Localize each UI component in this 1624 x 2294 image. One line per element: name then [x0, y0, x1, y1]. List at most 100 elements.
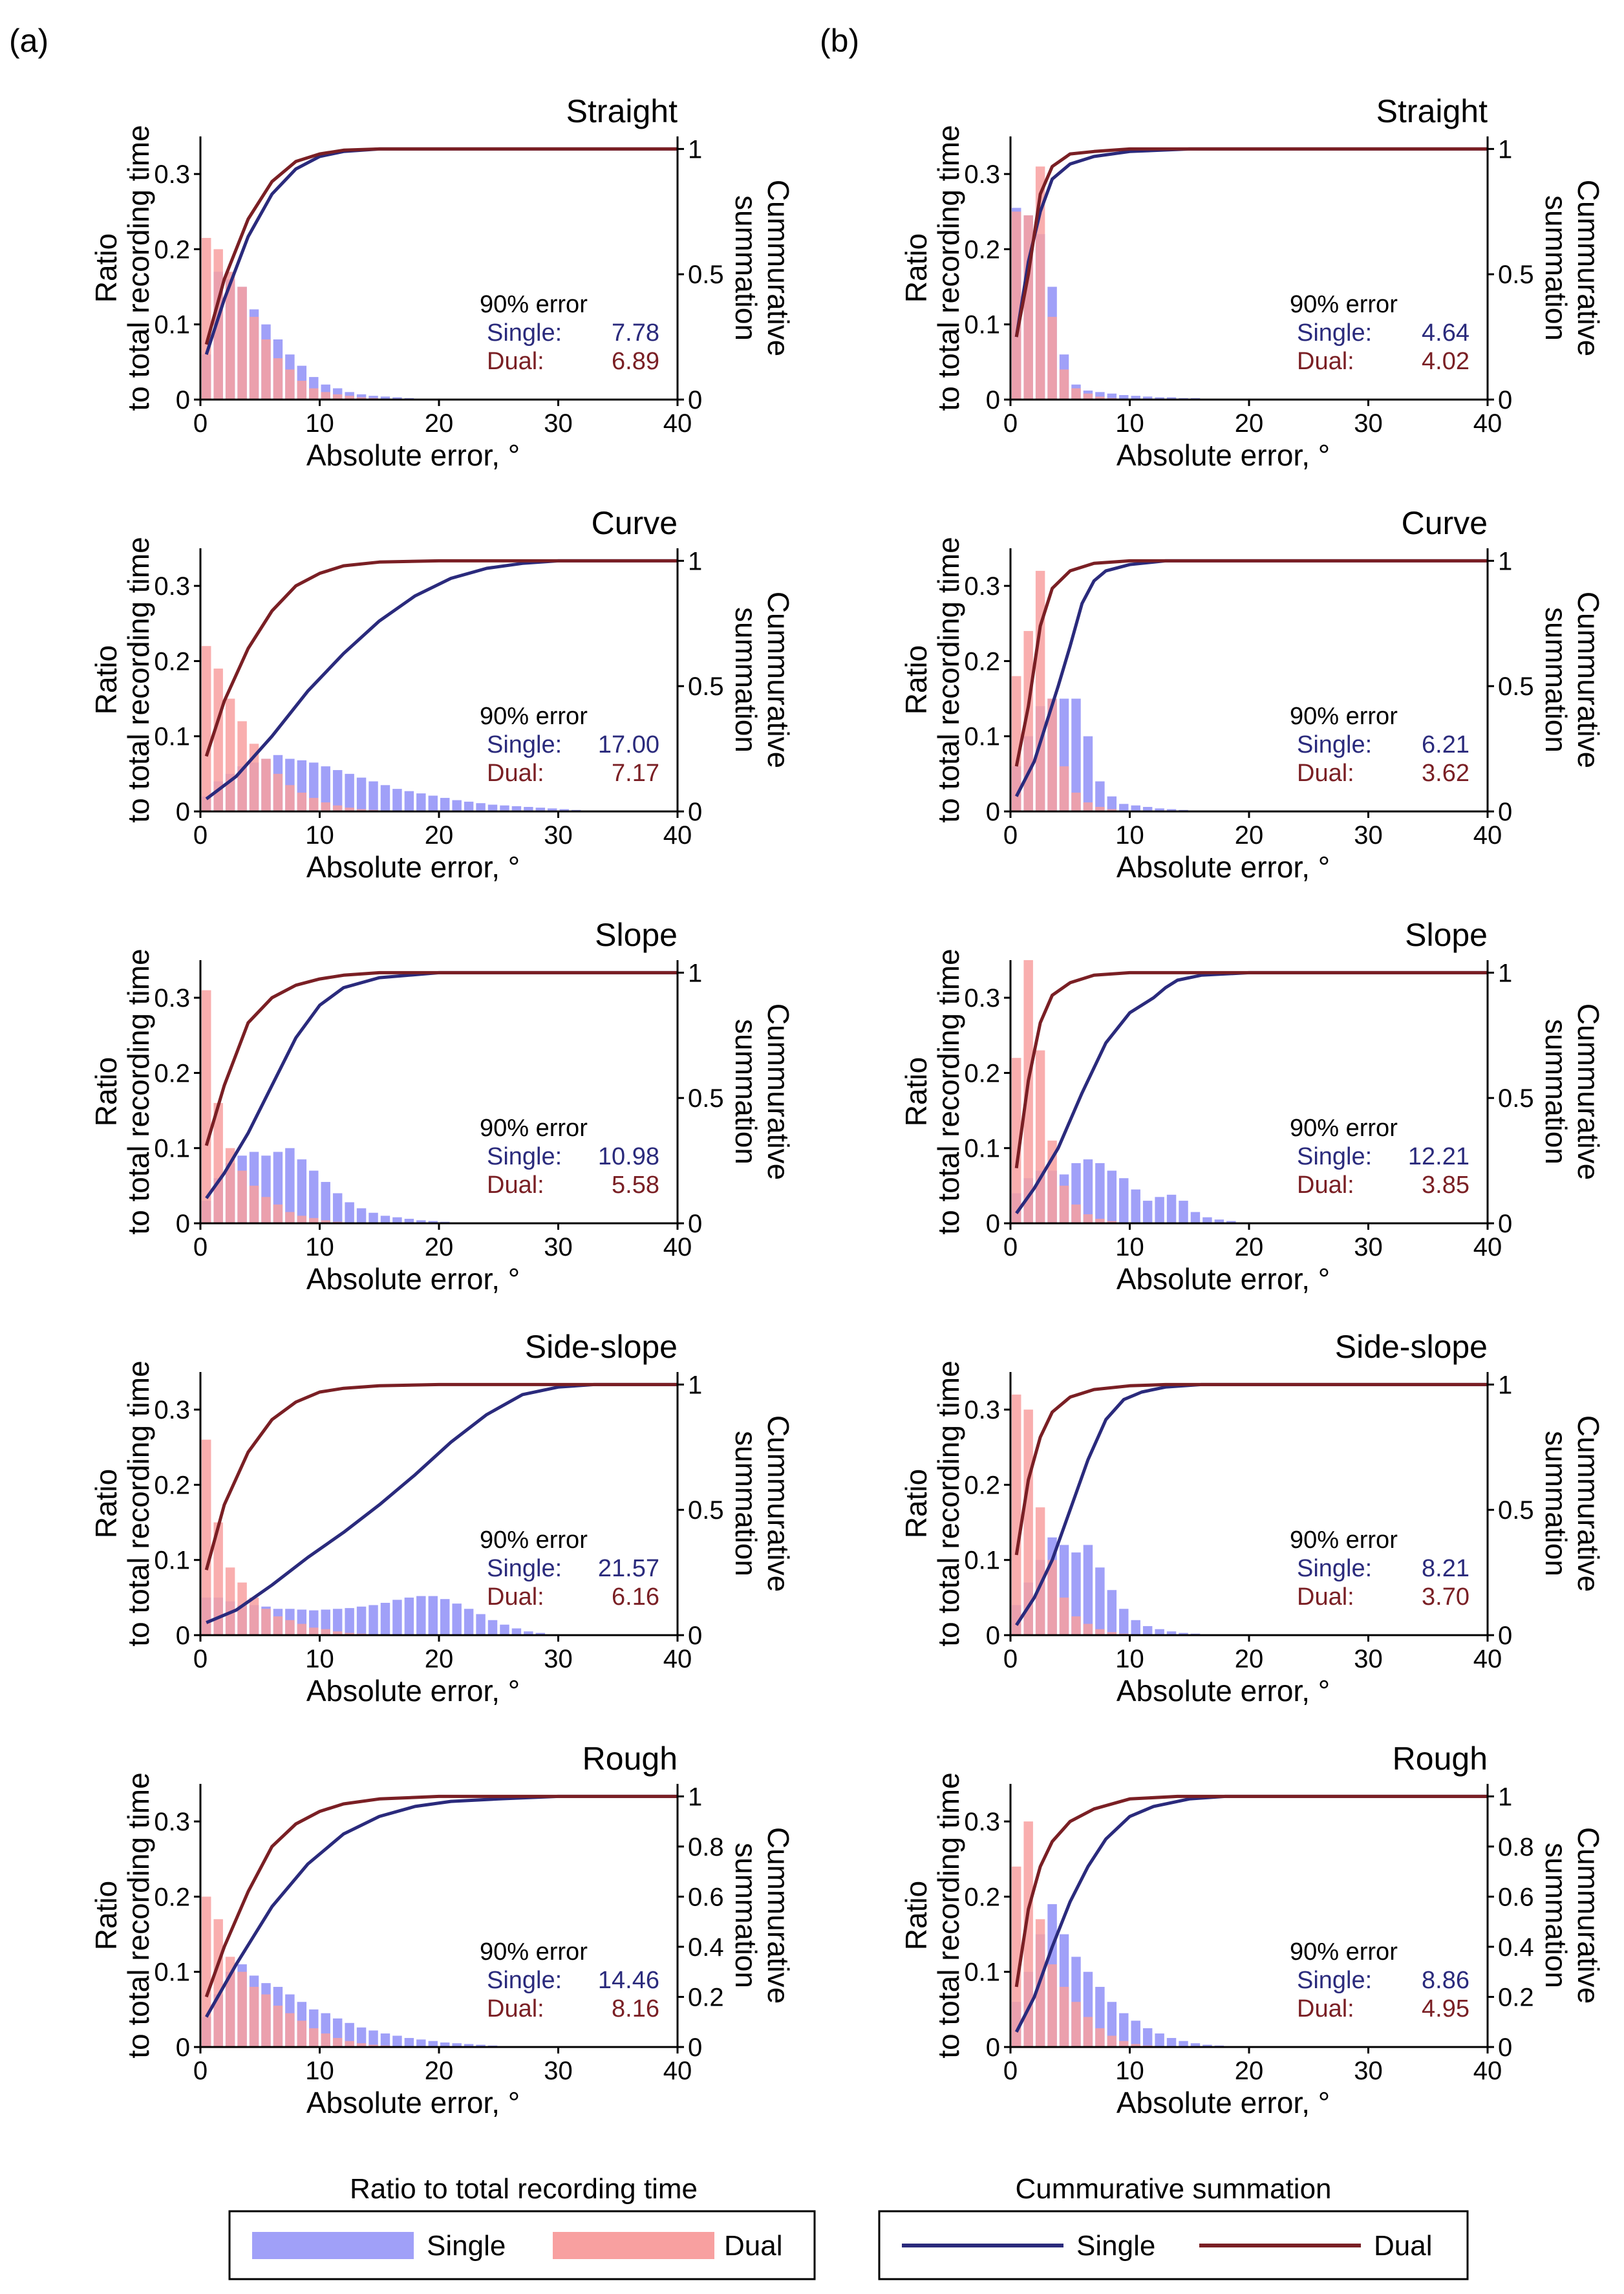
bar-single [500, 805, 509, 811]
y-tick-label: 0.1 [154, 1547, 190, 1575]
bar-single [511, 1628, 522, 1635]
y2-tick-label: 0.8 [1498, 1833, 1534, 1861]
y-tick-label: 0.3 [154, 1808, 190, 1836]
bar-dual [213, 1102, 223, 1223]
y-tick-label: 0.1 [964, 723, 1000, 751]
chart-title: Curve [592, 505, 678, 541]
y-tick-label: 0.2 [154, 1883, 190, 1911]
bar-dual [225, 1567, 235, 1635]
line-dual-cumulative [1014, 1794, 1488, 1988]
y-axis-label-line2: to total recording time [122, 949, 155, 1234]
bar-dual [1071, 792, 1081, 811]
bar-dual [309, 2028, 319, 2047]
x-tick-label: 10 [1115, 409, 1144, 438]
annotation-header: 90% error [480, 703, 588, 730]
y-tick-label: 0.1 [964, 1135, 1000, 1163]
bar-legend-frame [228, 2210, 816, 2280]
bar-dual [332, 2038, 343, 2047]
x-tick-label: 10 [1115, 1233, 1144, 1261]
annotation-header: 90% error [1290, 291, 1398, 318]
x-tick-label: 40 [1473, 821, 1502, 850]
x-tick-label: 10 [1115, 821, 1144, 850]
bar-single [1071, 698, 1081, 811]
bar-dual [1035, 570, 1045, 811]
bar-single [476, 803, 486, 811]
y2-tick-label: 0 [1498, 386, 1512, 414]
bar-dual [261, 758, 271, 811]
y-tick-label: 0 [176, 1622, 190, 1650]
line-legend-title: Cummurative summation [1015, 2173, 1331, 2205]
line-legend-frame [878, 2210, 1469, 2280]
x-axis-label: Absolute error, ° [306, 1262, 520, 1296]
y-axis-label-line2: to total recording time [932, 537, 965, 822]
bar-dual [1059, 766, 1069, 811]
bar-dual [1107, 1221, 1117, 1223]
bar-single [1131, 1189, 1140, 1223]
bar-dual [249, 1185, 259, 1223]
bar-single [1179, 1201, 1188, 1223]
bar-single [1107, 393, 1117, 400]
y-tick-label: 0 [986, 386, 1000, 414]
y2-axis-label-line2: summation [1539, 1019, 1573, 1164]
bar-single [1131, 396, 1140, 400]
x-tick-label: 0 [193, 2057, 208, 2085]
y2-tick-label: 0 [1498, 2033, 1512, 2062]
chart-title: Slope [595, 917, 678, 953]
line-legend: Single Dual [878, 2210, 1469, 2280]
bar-single [356, 2027, 367, 2047]
line-single-cumulative [206, 1382, 678, 1624]
x-tick-label: 0 [1003, 821, 1018, 850]
bar-dual [1083, 393, 1093, 400]
chart-title: Rough [1393, 1741, 1488, 1777]
bar-single [416, 1220, 426, 1223]
y2-axis-label: Cummurativesummation [729, 1827, 795, 2004]
bar-single [332, 1609, 343, 1635]
y2-tick-label: 0.5 [1498, 1496, 1534, 1525]
y2-axis-label: Cummurativesummation [1539, 1003, 1605, 1181]
bar-dual [309, 1627, 319, 1635]
bar-dual [261, 1197, 271, 1223]
y-tick-label: 0.1 [154, 1958, 190, 1987]
bar-dual [273, 773, 283, 811]
bar-dual [1023, 1821, 1033, 2047]
bar-single [1155, 808, 1164, 811]
bar-single [1155, 2033, 1164, 2047]
bar-dual [261, 1994, 271, 2047]
x-tick-label: 40 [663, 1645, 692, 1673]
line-legend-single-label: Single [1076, 2230, 1155, 2262]
y-tick-label: 0.3 [154, 572, 190, 601]
bar-dual [1107, 1632, 1117, 1635]
bar-single [464, 2044, 474, 2047]
y-axis-label-line2: to total recording time [122, 125, 155, 411]
x-tick-label: 40 [663, 409, 692, 438]
y2-axis-label-line1: Cummurative [1572, 180, 1605, 357]
bar-legend-single-swatch [252, 2232, 414, 2259]
bar-single [309, 1170, 319, 1223]
bar-dual [1083, 1214, 1093, 1223]
bar-dual [1119, 2041, 1129, 2047]
y2-axis-label-line1: Cummurative [762, 1415, 795, 1592]
y2-tick-label: 0 [688, 386, 702, 414]
y2-tick-label: 0.6 [688, 1883, 724, 1911]
bar-single [345, 392, 354, 400]
bar-single [369, 781, 378, 811]
bar-dual [1095, 396, 1105, 400]
annotation-dual-label: Dual: [1297, 348, 1354, 375]
annotation-dual-label: Dual: [487, 1583, 544, 1611]
y2-tick-label: 0.2 [688, 1983, 724, 2011]
annotation-dual-value: 7.17 [612, 760, 659, 787]
annotation-single-label: Single: [1297, 1555, 1372, 1582]
annotation-header: 90% error [1290, 1115, 1398, 1142]
bar-dual [213, 1919, 223, 2047]
bar-dual [1131, 2044, 1140, 2047]
bar-legend: Single Dual [228, 2210, 816, 2280]
annotation-dual-label: Dual: [487, 760, 544, 787]
y-tick-label: 0 [176, 798, 190, 826]
bar-dual [285, 369, 295, 400]
bar-single [416, 2039, 426, 2047]
y-axis-label: Ratioto total recording time [899, 1772, 965, 2058]
bar-dual [202, 1896, 211, 2047]
bar-dual [356, 397, 367, 400]
